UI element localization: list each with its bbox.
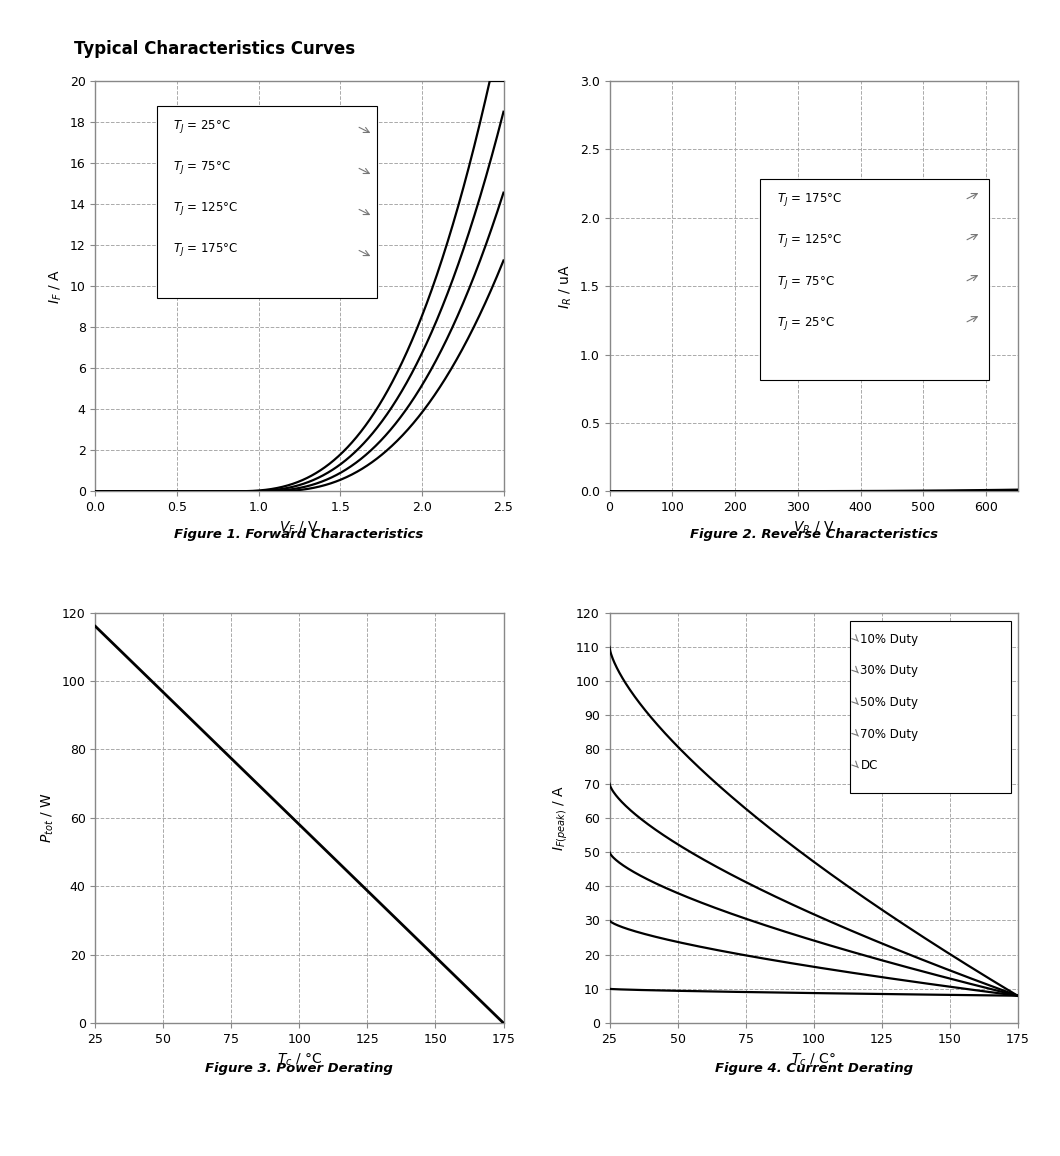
FancyBboxPatch shape <box>157 105 377 298</box>
Text: 10% Duty: 10% Duty <box>861 632 919 646</box>
Text: $T_J$ = 25°C: $T_J$ = 25°C <box>777 314 834 332</box>
Text: DC: DC <box>861 759 878 772</box>
Text: 30% Duty: 30% Duty <box>861 665 918 677</box>
X-axis label: $T_c$ / C°: $T_c$ / C° <box>791 1051 836 1068</box>
Y-axis label: $I_F$ / A: $I_F$ / A <box>48 268 65 304</box>
Text: $T_J$ = 175°C: $T_J$ = 175°C <box>173 240 238 258</box>
X-axis label: $V_F$ / V: $V_F$ / V <box>279 519 320 536</box>
Text: Figure 4. Current Derating: Figure 4. Current Derating <box>716 1061 913 1075</box>
Text: $T_J$ = 175°C: $T_J$ = 175°C <box>777 192 842 208</box>
Text: $T_J$ = 125°C: $T_J$ = 125°C <box>777 232 842 250</box>
Text: 50% Duty: 50% Duty <box>861 696 918 709</box>
Text: $T_J$ = 75°C: $T_J$ = 75°C <box>777 274 834 290</box>
Text: Figure 3. Power Derating: Figure 3. Power Derating <box>205 1061 393 1075</box>
Y-axis label: $I_{F(peak)}$ / A: $I_{F(peak)}$ / A <box>552 785 570 851</box>
Text: $T_J$ = 25°C: $T_J$ = 25°C <box>173 118 231 134</box>
Text: $T_J$ = 125°C: $T_J$ = 125°C <box>173 200 238 216</box>
Text: $T_J$ = 75°C: $T_J$ = 75°C <box>173 158 231 176</box>
X-axis label: $V_R$ / V: $V_R$ / V <box>793 519 834 536</box>
FancyBboxPatch shape <box>850 621 1011 793</box>
Text: 70% Duty: 70% Duty <box>861 727 919 741</box>
Text: Figure 2. Reverse Characteristics: Figure 2. Reverse Characteristics <box>690 527 938 541</box>
FancyBboxPatch shape <box>760 179 989 380</box>
Y-axis label: $I_R$ / uA: $I_R$ / uA <box>558 264 575 309</box>
X-axis label: $T_c$ / °C: $T_c$ / °C <box>277 1051 322 1068</box>
Text: Typical Characteristics Curves: Typical Characteristics Curves <box>74 40 355 59</box>
Y-axis label: $P_{tot}$ / W: $P_{tot}$ / W <box>40 792 56 844</box>
Text: Figure 1. Forward Characteristics: Figure 1. Forward Characteristics <box>174 527 424 541</box>
